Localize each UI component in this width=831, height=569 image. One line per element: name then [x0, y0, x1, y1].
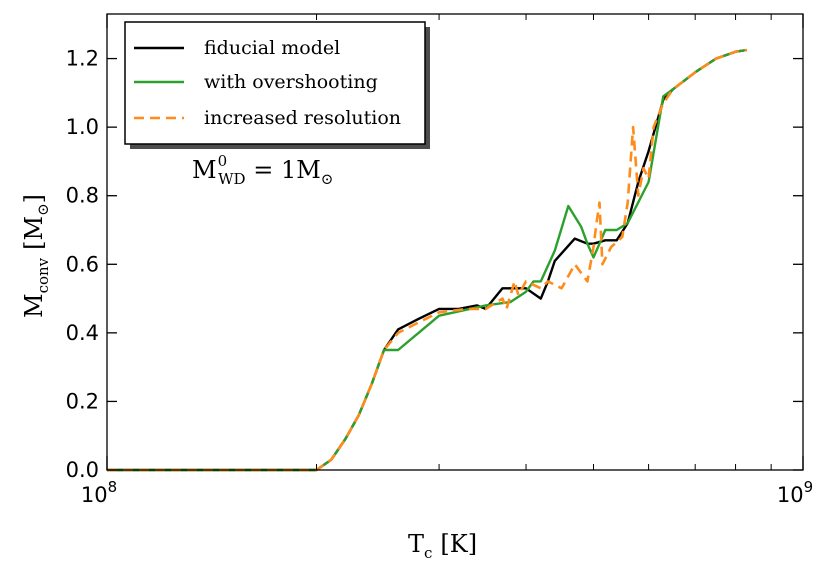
x-axis-title-main: T: [408, 530, 424, 558]
y-axis-title-sub: conv: [34, 257, 52, 293]
y-tick-label: 0.0: [66, 458, 99, 482]
y-tick-label: 0.4: [66, 321, 99, 345]
y-tick-label: 0.8: [66, 184, 99, 208]
series-line-2: [107, 48, 747, 472]
y-axis-title-unit-close: ]: [20, 194, 48, 203]
legend-label-0: fiducial model: [204, 37, 340, 59]
legend-label-2: increased resolution: [204, 107, 401, 129]
y-axis-title-main: M: [20, 293, 48, 318]
y-axis-title-unit-open: [M: [20, 216, 48, 250]
annotation-equation: = 1M: [246, 156, 321, 184]
x-axis-title-sub: c: [424, 544, 432, 562]
y-tick-label: 1.0: [66, 115, 99, 139]
annotation-subscript: WD: [218, 170, 245, 188]
legend-label-1: with overshooting: [204, 71, 378, 93]
annotation-superscript: 0: [218, 152, 228, 170]
annotation-sun-symbol: ⊙: [321, 170, 334, 188]
x-axis-title: Tc [K]: [408, 530, 477, 562]
x-axis-ticks: 108 109: [81, 14, 813, 507]
y-tick-label: 1.2: [66, 47, 99, 71]
annotation-main: M: [192, 156, 217, 184]
y-tick-label: 0.6: [66, 252, 99, 276]
x-axis-title-unit: [K]: [440, 530, 477, 558]
annotation-mwd: M0 WD = 1M⊙: [192, 152, 333, 188]
legend-entries: fiducial model with overshooting increased…: [134, 37, 401, 129]
y-axis-title: Mconv [M⊙]: [20, 194, 52, 318]
y-axis-ticks: 0.0 0.2 0.4 0.6 0.8 1.0 1.2: [66, 47, 803, 482]
series-lines: [107, 48, 747, 472]
plot-frame: [106, 13, 804, 471]
legend: fiducial model with overshooting increased…: [124, 21, 430, 149]
y-tick-label: 0.2: [66, 389, 99, 413]
x-tick-label: 108: [81, 478, 117, 507]
y-axis-title-sun-symbol: ⊙: [34, 203, 52, 216]
x-tick-label: 109: [777, 478, 813, 507]
